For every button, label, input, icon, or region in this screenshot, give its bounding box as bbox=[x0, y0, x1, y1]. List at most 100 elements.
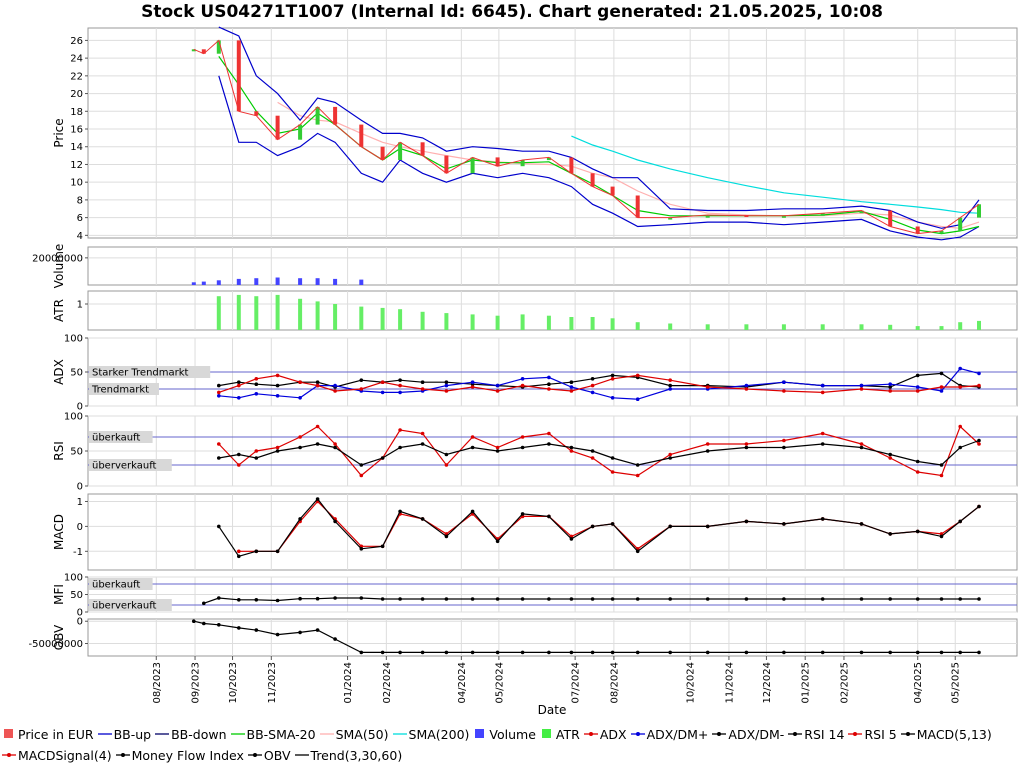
point bbox=[444, 389, 449, 393]
bar bbox=[470, 314, 475, 330]
price-candle bbox=[888, 210, 893, 227]
legend-symbol bbox=[294, 754, 309, 756]
panel-frame bbox=[87, 618, 1018, 657]
point bbox=[610, 377, 615, 381]
point bbox=[444, 463, 449, 467]
y-tick-label: 0 bbox=[77, 608, 83, 619]
x-axis-label: Date bbox=[538, 703, 567, 717]
point bbox=[359, 387, 364, 391]
point bbox=[254, 598, 259, 602]
point bbox=[217, 524, 221, 529]
x-tick-label: 11/2024 bbox=[724, 662, 735, 704]
point bbox=[958, 424, 962, 429]
point bbox=[820, 442, 825, 446]
point bbox=[569, 449, 574, 453]
point bbox=[495, 383, 500, 388]
point bbox=[254, 549, 259, 554]
point bbox=[444, 650, 449, 655]
point bbox=[470, 650, 475, 655]
price-candle bbox=[915, 226, 920, 234]
point bbox=[298, 630, 302, 635]
point bbox=[495, 449, 500, 453]
point bbox=[939, 650, 944, 655]
y-axis-label: MFI bbox=[52, 584, 66, 605]
point bbox=[315, 497, 320, 501]
point bbox=[915, 470, 920, 474]
stock-chart: 468101214161820222426Price20000000Volume… bbox=[28, 26, 1018, 717]
point bbox=[520, 383, 525, 388]
y-tick-label: 10 bbox=[70, 178, 83, 189]
point bbox=[668, 597, 672, 601]
bar bbox=[275, 294, 280, 330]
point bbox=[398, 445, 402, 450]
point bbox=[939, 534, 944, 539]
point bbox=[782, 445, 786, 450]
x-tick-label: 11/2023 bbox=[267, 662, 278, 704]
legend-label: ADX/DM+ bbox=[646, 727, 709, 742]
bar bbox=[254, 296, 259, 330]
point bbox=[192, 619, 196, 623]
point bbox=[915, 385, 920, 389]
y-tick-label: 12 bbox=[70, 160, 83, 171]
point bbox=[635, 597, 640, 601]
y-tick-label: 0 bbox=[77, 522, 83, 533]
y-tick-label: 0 bbox=[77, 482, 83, 493]
point bbox=[977, 650, 981, 655]
bar bbox=[820, 324, 825, 330]
price-candle bbox=[705, 215, 710, 218]
point bbox=[859, 383, 864, 388]
bar bbox=[495, 315, 500, 330]
point bbox=[569, 597, 574, 601]
legend-item: Price in EUR bbox=[2, 724, 94, 745]
point bbox=[668, 650, 672, 655]
point bbox=[820, 650, 825, 655]
point bbox=[610, 396, 615, 400]
legend-label: ADX/DM- bbox=[728, 727, 785, 742]
price-candle bbox=[333, 106, 338, 125]
band-label-bg bbox=[89, 578, 153, 590]
point bbox=[939, 532, 944, 536]
point bbox=[635, 463, 640, 467]
point bbox=[333, 445, 337, 450]
point bbox=[915, 597, 920, 601]
point bbox=[333, 389, 337, 393]
bar bbox=[359, 306, 364, 330]
point bbox=[254, 628, 259, 632]
legend-label: RSI 5 bbox=[864, 727, 897, 742]
bar bbox=[216, 296, 221, 330]
y-tick-label: 6 bbox=[77, 213, 83, 224]
point bbox=[444, 452, 449, 457]
point bbox=[668, 378, 672, 383]
price-candle bbox=[216, 40, 221, 54]
y-axis-label: Price bbox=[52, 118, 66, 147]
point bbox=[237, 383, 241, 388]
point bbox=[254, 449, 259, 453]
point bbox=[359, 473, 364, 478]
point bbox=[590, 456, 595, 460]
bar bbox=[546, 315, 551, 330]
x-tick-label: 05/2024 bbox=[494, 662, 505, 704]
point bbox=[635, 549, 640, 554]
point bbox=[744, 442, 749, 446]
point bbox=[859, 522, 864, 526]
y-axis-label: ATR bbox=[52, 299, 66, 322]
panel-adx: 0 50 100 ADX Starker Trendmarkt Trendmarkt bbox=[52, 334, 1018, 413]
price-candle bbox=[398, 142, 403, 160]
point bbox=[782, 389, 786, 393]
legend-item: BB-SMA-20 bbox=[230, 724, 316, 745]
point bbox=[298, 435, 302, 439]
bar bbox=[333, 278, 338, 285]
point bbox=[744, 445, 749, 450]
point bbox=[668, 383, 672, 388]
y-tick-label: 50 bbox=[70, 368, 83, 379]
point bbox=[888, 650, 892, 655]
point bbox=[315, 383, 320, 388]
point bbox=[495, 445, 500, 450]
point bbox=[547, 442, 551, 446]
point bbox=[590, 390, 595, 395]
point bbox=[420, 442, 425, 446]
chart-legend: Price in EUR BB-up BB-down BB-SMA-20 SMA(50)… bbox=[2, 724, 1022, 766]
band-label-bg bbox=[89, 366, 211, 378]
y-tick-label: 4 bbox=[77, 231, 83, 242]
